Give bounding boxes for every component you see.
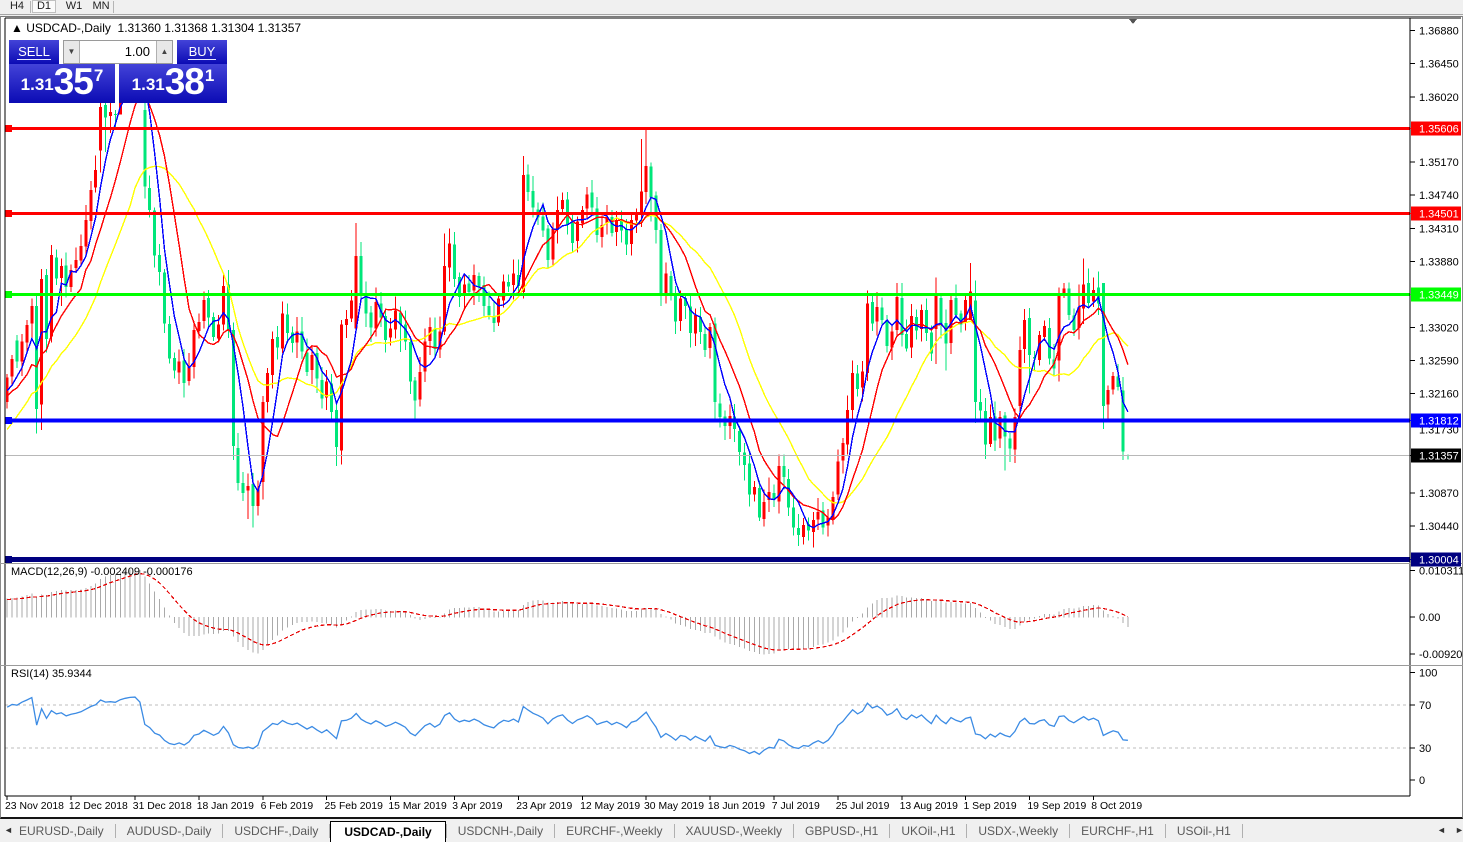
svg-text:18 Jan 2019: 18 Jan 2019 [197,801,254,812]
svg-text:1.30440: 1.30440 [1419,521,1459,533]
svg-text:23 Apr 2019: 23 Apr 2019 [516,801,572,812]
svg-text:1.34740: 1.34740 [1419,190,1459,202]
svg-text:1.33880: 1.33880 [1419,256,1459,268]
svg-text:1.32160: 1.32160 [1419,389,1459,401]
svg-text:1.35170: 1.35170 [1419,157,1459,169]
svg-text:1.34501: 1.34501 [1419,209,1459,221]
svg-text:100: 100 [1419,668,1437,680]
svg-text:31 Dec 2018: 31 Dec 2018 [133,801,192,812]
svg-text:1.36020: 1.36020 [1419,92,1459,104]
svg-text:1.32590: 1.32590 [1419,356,1459,368]
svg-text:13 Aug 2019: 13 Aug 2019 [900,801,959,812]
svg-text:1.33020: 1.33020 [1419,323,1459,335]
svg-text:-0.009203: -0.009203 [1419,649,1463,661]
svg-text:70: 70 [1419,700,1431,712]
svg-text:1 Sep 2019: 1 Sep 2019 [964,801,1017,812]
svg-text:1.33449: 1.33449 [1419,290,1459,302]
svg-text:15 Mar 2019: 15 Mar 2019 [388,801,447,812]
svg-text:12 Dec 2018: 12 Dec 2018 [69,801,128,812]
svg-text:19 Sep 2019: 19 Sep 2019 [1027,801,1086,812]
svg-text:0.00: 0.00 [1419,612,1440,624]
svg-text:1.30004: 1.30004 [1419,555,1459,567]
svg-text:18 Jun 2019: 18 Jun 2019 [708,801,765,812]
svg-text:1.31812: 1.31812 [1419,415,1459,427]
svg-text:1.31357: 1.31357 [1419,450,1459,462]
svg-text:12 May 2019: 12 May 2019 [580,801,640,812]
svg-text:1.34310: 1.34310 [1419,223,1459,235]
svg-text:1.36450: 1.36450 [1419,59,1459,71]
svg-text:25 Feb 2019: 25 Feb 2019 [325,801,384,812]
svg-text:1.31730: 1.31730 [1419,425,1459,437]
svg-text:0.010311: 0.010311 [1419,565,1463,577]
svg-text:6 Feb 2019: 6 Feb 2019 [261,801,314,812]
svg-text:25 Jul 2019: 25 Jul 2019 [836,801,890,812]
svg-text:23 Nov 2018: 23 Nov 2018 [5,801,64,812]
svg-text:0: 0 [1419,775,1425,787]
svg-text:3 Apr 2019: 3 Apr 2019 [452,801,502,812]
svg-text:7 Jul 2019: 7 Jul 2019 [772,801,820,812]
svg-text:1.35606: 1.35606 [1419,124,1459,136]
svg-text:8 Oct 2019: 8 Oct 2019 [1091,801,1142,812]
svg-text:1.36880: 1.36880 [1419,26,1459,38]
svg-text:30 May 2019: 30 May 2019 [644,801,704,812]
svg-text:1.30870: 1.30870 [1419,488,1459,500]
svg-text:30: 30 [1419,743,1431,755]
